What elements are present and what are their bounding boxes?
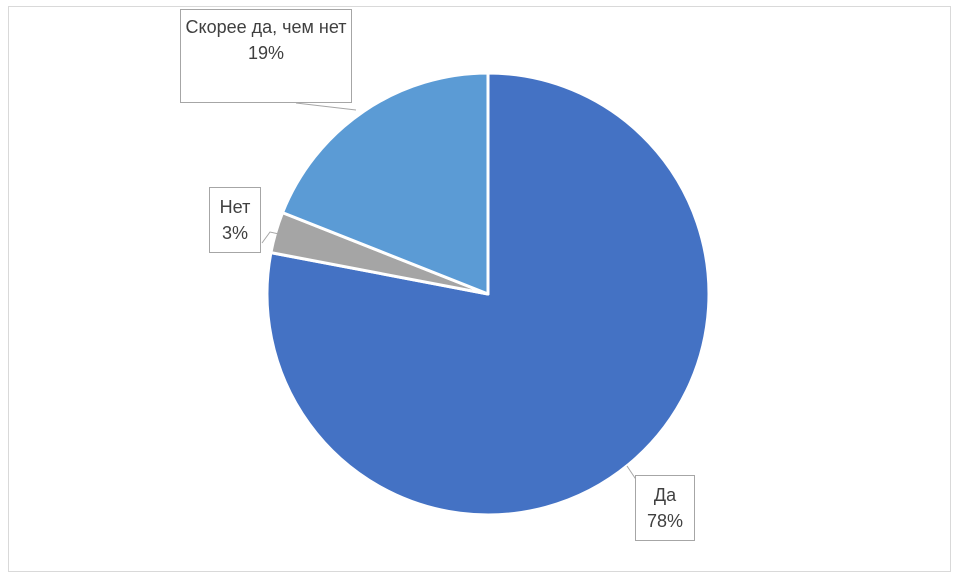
data-label-skoree-name: Скорее да, чем нет bbox=[185, 17, 347, 37]
data-label-skoree-value: 19% bbox=[247, 43, 285, 63]
leader-line-net bbox=[261, 231, 280, 244]
data-label-net: Нет 3% bbox=[209, 187, 261, 253]
leader-line-skoree bbox=[295, 102, 357, 111]
data-label-da-name: Да bbox=[653, 485, 677, 505]
pie-slice-skoree bbox=[281, 71, 490, 296]
data-label-da: Да 78% bbox=[635, 475, 695, 541]
pie-slices bbox=[265, 71, 711, 517]
data-label-net-name: Нет bbox=[219, 197, 251, 217]
data-label-net-value: 3% bbox=[221, 223, 248, 243]
data-label-da-value: 78% bbox=[646, 511, 684, 531]
data-label-skoree: Скорее да, чем нет 19% bbox=[180, 9, 352, 103]
